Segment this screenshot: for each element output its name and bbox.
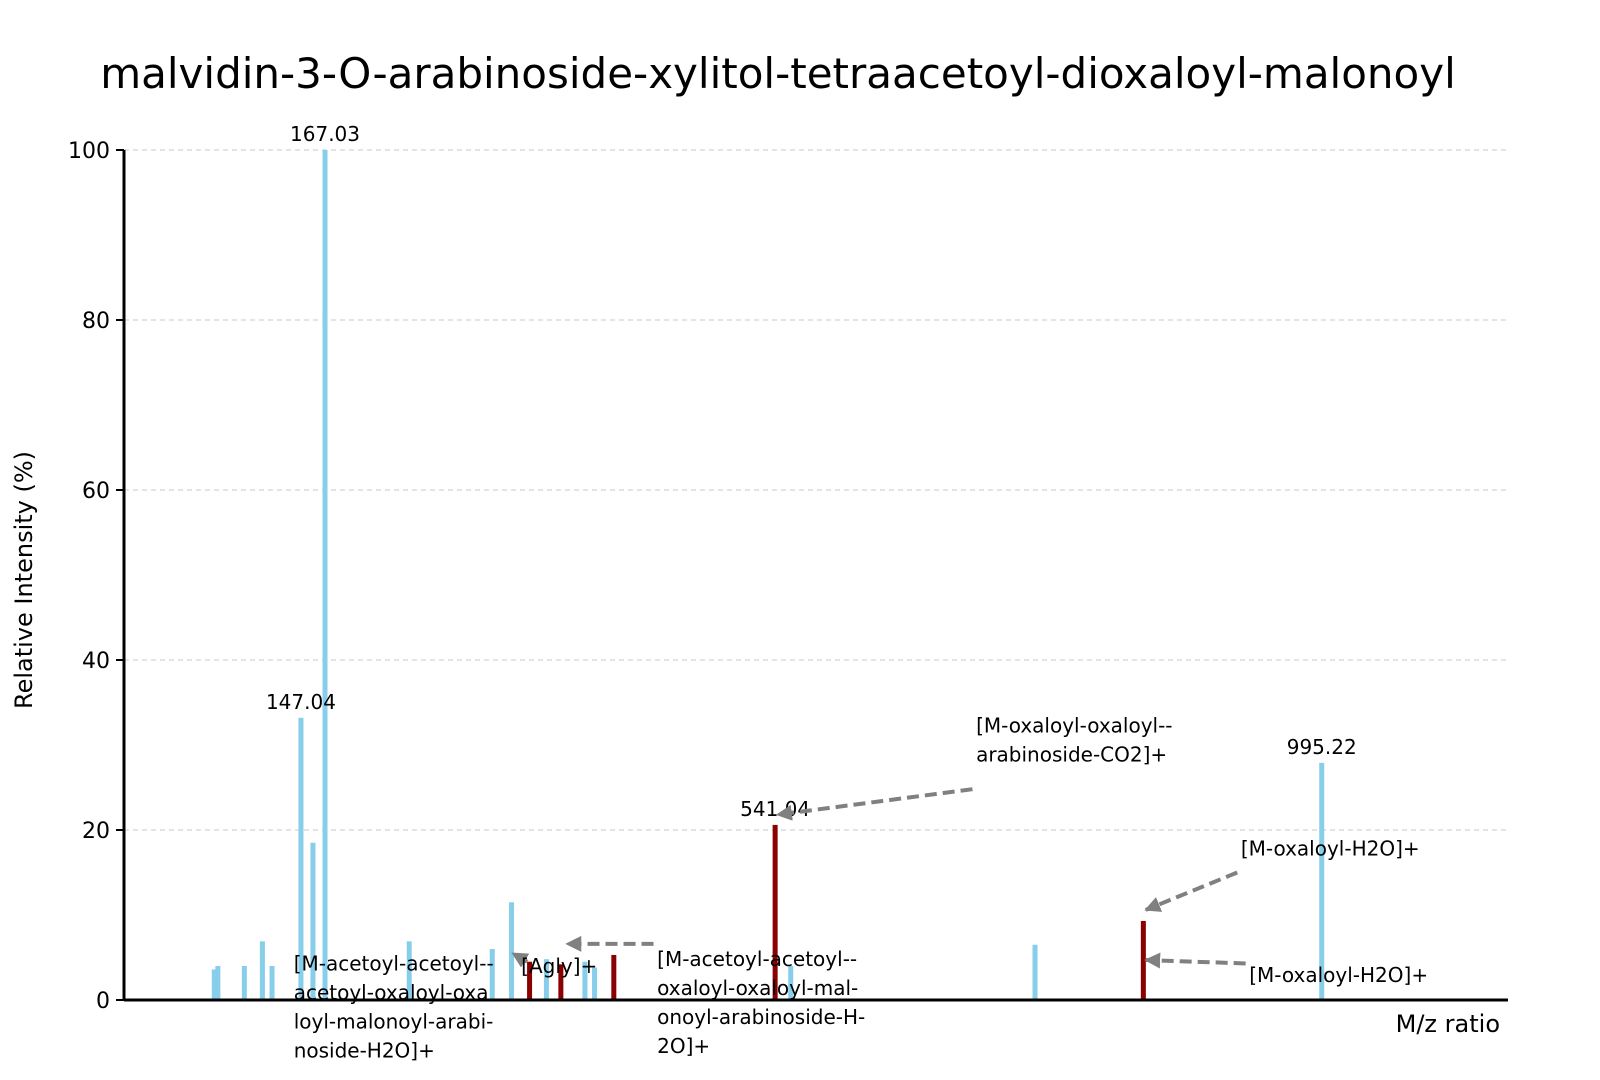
peak-label: 147.04	[266, 690, 336, 714]
peak-bar	[298, 717, 304, 1000]
y-tick-label: 0	[96, 989, 110, 1014]
y-axis-label: Relative Intensity (%)	[10, 451, 38, 709]
chart-title: malvidin-3-O-arabinoside-xylitol-tetraac…	[100, 49, 1456, 98]
annotation-text: noside-H2O]+	[294, 1038, 435, 1062]
annotation-text: oxaloyl-oxaloyl-mal-	[657, 976, 858, 1000]
annotation-text: onoyl-arabinoside-H-	[657, 1005, 865, 1029]
annotation-text: [M-oxaloyl-oxaloyl--	[976, 713, 1172, 737]
peak-label: 541.04	[740, 797, 810, 821]
peak-bar	[1319, 762, 1325, 1000]
peak-bar	[611, 954, 617, 1000]
annotation-arrow	[511, 951, 530, 968]
annotation-text: 2O]+	[657, 1034, 710, 1058]
annotation-text: loyl-malonoyl-arabi-	[294, 1009, 494, 1033]
grid-lines	[124, 149, 1508, 831]
peak-bars	[211, 150, 1325, 1000]
peak-bar	[241, 966, 247, 1000]
annotation-text: [M-acetoyl-acetoyl--	[657, 947, 857, 971]
y-tick-label: 100	[68, 139, 110, 164]
annotation-text: arabinoside-CO2]+	[976, 742, 1167, 766]
annotation-arrow	[775, 787, 973, 821]
y-tick-label: 20	[82, 819, 110, 844]
peak-labels: 147.04 167.03 541.04 995.22	[266, 122, 1357, 821]
annotation-text: [M-oxaloyl-H2O]+	[1249, 963, 1428, 987]
peak-bar	[259, 941, 265, 1000]
peak-label: 995.22	[1287, 735, 1357, 759]
peak-bar	[509, 902, 515, 1000]
peak-bar	[269, 966, 275, 1000]
annotation-text: [M-acetoyl-acetoyl--	[294, 951, 494, 975]
peak-bar	[1032, 944, 1038, 1000]
peak-bar	[592, 967, 598, 1000]
peak-bar	[543, 959, 549, 1000]
peak-bar	[582, 961, 588, 1000]
peak-label: 167.03	[290, 122, 360, 146]
peak-bar	[788, 966, 794, 1000]
peak-bar	[527, 961, 533, 1000]
axes	[122, 150, 1508, 1002]
y-tick-label: 40	[82, 649, 110, 674]
peak-bar	[406, 941, 412, 1000]
peak-bar	[310, 842, 316, 1000]
fragment-annotations: [M-acetoyl-acetoyl--acetoyl-oxaloyl-oxal…	[294, 713, 1428, 1062]
peak-bar	[211, 969, 217, 1000]
peak-bar	[215, 966, 221, 1000]
y-tick-label: 80	[82, 309, 110, 334]
y-tick-label: 60	[82, 479, 110, 504]
annotation-arrow	[1144, 952, 1246, 969]
peak-bar	[772, 824, 778, 1000]
peak-bar	[489, 949, 495, 1000]
annotation-arrow	[1144, 870, 1238, 912]
annotation-text: [Agly]+	[521, 954, 597, 978]
annotation-text: [M-oxaloyl-H2O]+	[1241, 837, 1420, 861]
peak-bar	[558, 964, 564, 1000]
peak-bar	[322, 150, 328, 1000]
y-ticks: 0 20 40 60 80 100	[68, 139, 124, 1014]
x-axis-label: M/z ratio	[1396, 1010, 1500, 1038]
peak-bar	[1140, 920, 1146, 1000]
